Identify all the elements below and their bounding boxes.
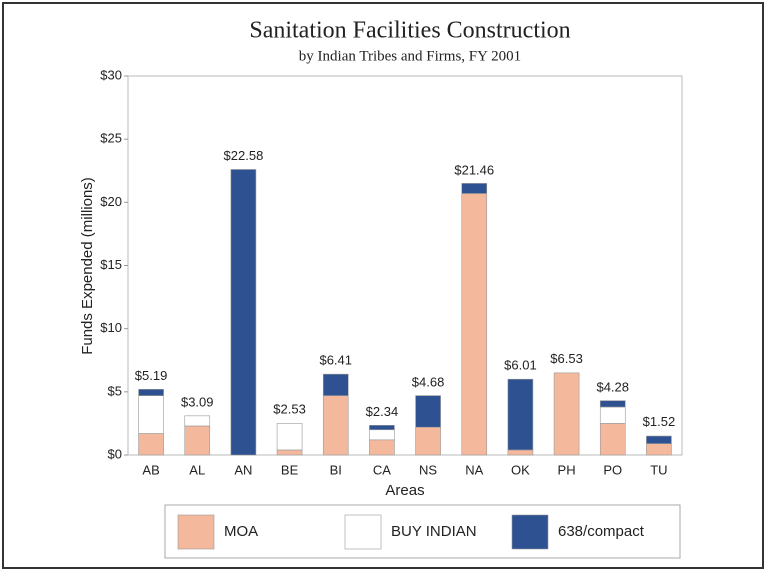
total-label: $6.41 <box>319 352 352 367</box>
y-tick-label: $5 <box>108 383 122 398</box>
bar-segment <box>369 439 395 456</box>
y-tick-label: $0 <box>108 446 122 461</box>
y-tick-label: $20 <box>100 194 122 209</box>
legend-swatch <box>177 514 215 550</box>
x-tick-label: NS <box>419 462 437 477</box>
bar-segment <box>138 389 164 396</box>
y-tick-label: $15 <box>100 257 122 272</box>
legend-label: BUY INDIAN <box>391 523 477 540</box>
x-tick-label: OK <box>511 462 530 477</box>
legend-label: 638/compact <box>558 523 645 540</box>
bar-segment <box>369 429 395 441</box>
y-axis-label: Funds Expended (millions) <box>79 177 96 355</box>
x-tick-label: NA <box>465 462 483 477</box>
x-tick-label: BE <box>281 462 299 477</box>
bar-segment <box>599 423 626 456</box>
legend <box>164 504 681 559</box>
total-label: $2.34 <box>366 404 399 419</box>
chart-subtitle: by Indian Tribes and Firms, FY 2001 <box>299 48 521 64</box>
y-tick-label: $25 <box>100 131 122 146</box>
bar-segment <box>507 449 534 456</box>
x-axis-label: Areas <box>385 482 424 499</box>
legend-label: MOA <box>224 523 258 540</box>
x-tick-label: PH <box>558 462 576 477</box>
total-label: $1.52 <box>643 414 676 429</box>
y-tick-label: $30 <box>100 67 122 82</box>
bar-segment <box>461 183 488 194</box>
legend-swatch <box>344 514 382 550</box>
x-tick-label: BI <box>330 462 342 477</box>
total-label: $2.53 <box>273 401 306 416</box>
bar-segment <box>646 435 672 444</box>
bar-segment <box>322 395 349 456</box>
total-label: $3.09 <box>181 394 214 409</box>
bar-segment <box>507 378 534 451</box>
bar-segment <box>369 425 395 431</box>
bar-segment <box>322 373 349 396</box>
bar-segment <box>138 395 164 434</box>
x-tick-label: AN <box>234 462 252 477</box>
total-label: $6.01 <box>504 358 537 373</box>
bar-segment <box>461 193 488 456</box>
x-tick-label: CA <box>373 462 391 477</box>
total-label: $22.58 <box>224 148 264 163</box>
total-label: $6.53 <box>550 351 583 366</box>
y-tick-label: $10 <box>100 320 122 335</box>
bar-segment <box>230 169 257 456</box>
bar-segment <box>553 372 580 456</box>
legend-swatch <box>511 514 549 550</box>
total-label: $4.28 <box>596 379 629 394</box>
bar-segment <box>276 449 303 456</box>
bar-segment <box>599 400 626 408</box>
plot-area <box>127 75 683 456</box>
bar-segment <box>138 433 164 456</box>
bar-segment <box>184 415 211 427</box>
x-tick-label: AB <box>142 462 159 477</box>
x-tick-label: AL <box>189 462 205 477</box>
bar-segment <box>415 426 441 456</box>
total-label: $4.68 <box>412 374 445 389</box>
bar-segment <box>415 395 441 428</box>
x-tick-label: PO <box>603 462 622 477</box>
bar-segment <box>646 443 672 456</box>
chart-title: Sanitation Facilities Construction <box>249 18 570 44</box>
total-label: $5.19 <box>135 368 168 383</box>
bar-segment <box>276 423 303 451</box>
bar-segment <box>599 406 626 424</box>
x-tick-label: TU <box>650 462 667 477</box>
bar-segment <box>184 425 211 456</box>
total-label: $21.46 <box>454 162 494 177</box>
